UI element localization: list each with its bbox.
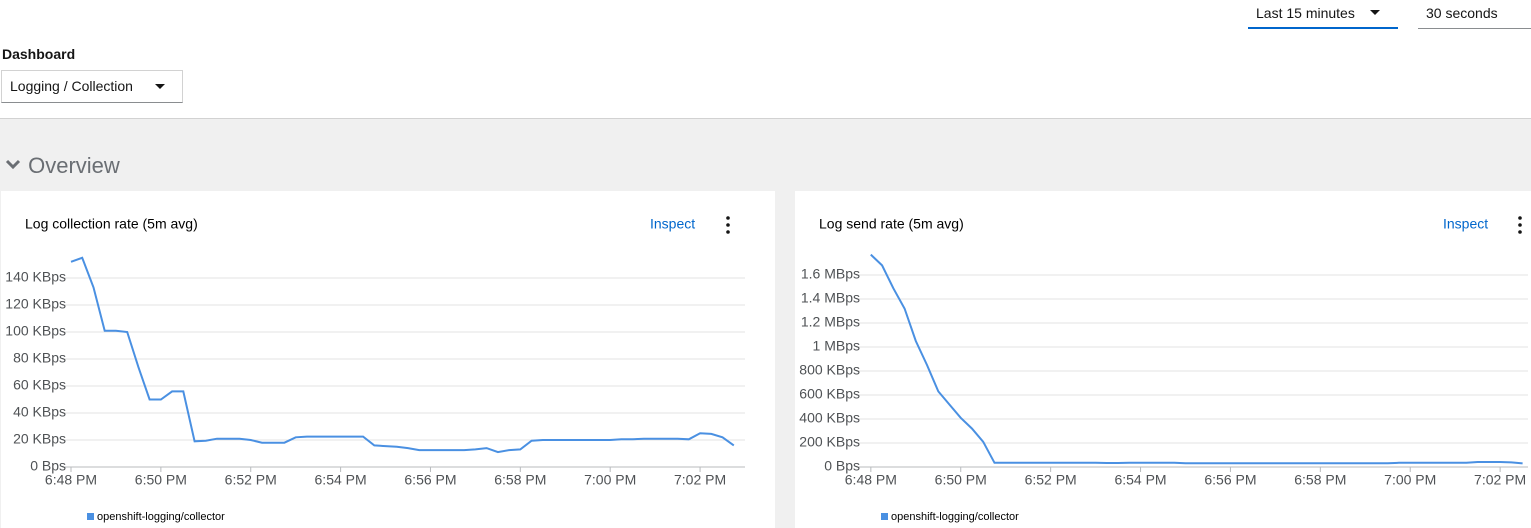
dashboard-select[interactable]: Logging / Collection	[1, 70, 183, 103]
legend-label: openshift-logging/collector	[97, 511, 225, 523]
toolbar: Last 15 minutes 30 seconds Dashboard Log…	[0, 0, 1531, 119]
x-tick-label: 6:56 PM	[1204, 472, 1256, 488]
y-tick-label: 40 KBps	[13, 404, 66, 420]
y-tick-label: 1.4 MBps	[801, 290, 860, 306]
dashboard-label: Dashboard	[2, 46, 76, 62]
y-tick-label: 0 Bps	[824, 458, 860, 474]
time-range-select[interactable]: Last 15 minutes	[1248, 0, 1398, 29]
y-tick-label: 200 KBps	[799, 434, 860, 450]
x-tick-label: 6:48 PM	[45, 472, 97, 488]
x-tick-label: 6:54 PM	[315, 472, 367, 488]
x-tick-label: 7:00 PM	[1384, 472, 1436, 488]
y-tick-label: 140 KBps	[5, 269, 66, 285]
x-tick-label: 6:50 PM	[135, 472, 187, 488]
x-tick-label: 6:52 PM	[1025, 472, 1077, 488]
chart-title: Log collection rate (5m avg)	[25, 216, 198, 232]
x-tick-label: 6:50 PM	[935, 472, 987, 488]
kebab-dot[interactable]	[1518, 230, 1522, 234]
y-tick-label: 20 KBps	[13, 431, 66, 447]
legend-label: openshift-logging/collector	[891, 511, 1019, 523]
dashboard: Logging / Collection	[10, 78, 133, 94]
series-line	[870, 253, 1523, 465]
y-tick-label: 1 MBps	[813, 338, 860, 354]
y-tick-label: 80 KBps	[13, 350, 66, 366]
inspect-link[interactable]: Inspect	[650, 216, 695, 232]
y-tick-label: 1.6 MBps	[801, 266, 860, 282]
y-tick-label: 100 KBps	[5, 323, 66, 339]
x-tick-label: 6:54 PM	[1114, 472, 1166, 488]
refresh-interval: 30 seconds	[1426, 5, 1498, 21]
chevron	[5, 159, 21, 170]
y-tick-label: 0 Bps	[30, 458, 66, 474]
x-tick-label: 7:02 PM	[1474, 472, 1526, 488]
chart: Log send rate (5m avg) Inspect 0 Bps 200 KB…	[799, 216, 1528, 523]
y-tick-label: 120 KBps	[5, 296, 66, 312]
chart-card: Log collection rate (5m avg) Inspect 0 Bps…	[1, 191, 775, 528]
section-title: Overview	[28, 153, 120, 178]
kebab-dot[interactable]	[726, 223, 730, 227]
x-tick-label: 6:56 PM	[404, 472, 456, 488]
y-tick-label: 60 KBps	[13, 377, 66, 393]
x-tick-label: 6:58 PM	[1294, 472, 1346, 488]
x-tick-label: 7:02 PM	[674, 472, 726, 488]
caret	[155, 84, 165, 89]
y-tick-label: 1.2 MBps	[801, 314, 860, 330]
legend-swatch	[87, 513, 94, 520]
refresh-select[interactable]: 30 seconds	[1418, 0, 1531, 29]
series-line	[70, 256, 735, 454]
y-tick-label: 600 KBps	[799, 386, 860, 402]
kebab-dot[interactable]	[1518, 223, 1522, 227]
chart-card: Log send rate (5m avg) Inspect 0 Bps 200 KB…	[795, 191, 1531, 528]
x-tick-label: 6:48 PM	[845, 472, 897, 488]
inspect-link[interactable]: Inspect	[1443, 216, 1488, 232]
time-range: Last 15 minutes	[1256, 5, 1355, 21]
caret	[1370, 10, 1380, 15]
kebab-dot[interactable]	[726, 216, 730, 220]
chart-title: Log send rate (5m avg)	[819, 216, 964, 232]
section-toggle[interactable]: Overview	[4, 153, 120, 179]
y-tick-label: 400 KBps	[799, 410, 860, 426]
x-tick-label: 6:58 PM	[494, 472, 546, 488]
kebab-dot[interactable]	[726, 230, 730, 234]
x-tick-label: 6:52 PM	[225, 472, 277, 488]
x-tick-label: 7:00 PM	[584, 472, 636, 488]
y-tick-label: 800 KBps	[799, 362, 860, 378]
legend-swatch	[881, 513, 888, 520]
chart: Log collection rate (5m avg) Inspect 0 Bps…	[5, 216, 745, 523]
kebab-dot[interactable]	[1518, 216, 1522, 220]
